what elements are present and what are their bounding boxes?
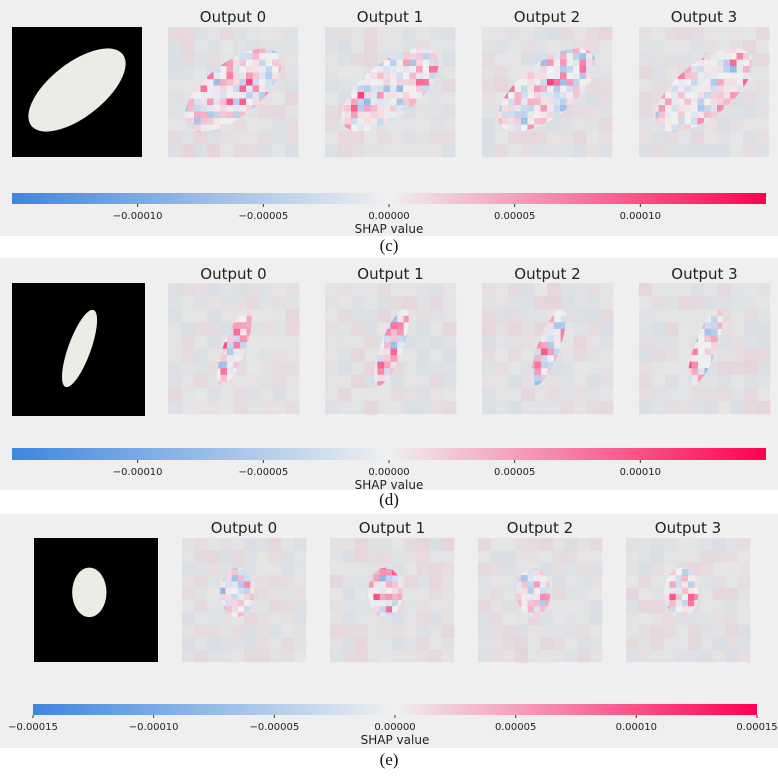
output-title: Output 0 xyxy=(200,265,266,283)
colorbar-gradient xyxy=(33,704,757,715)
input-image xyxy=(12,283,145,416)
output-title: Output 2 xyxy=(507,519,573,537)
colorbar: −0.00015 −0.00010 −0.00005 0.00000 0.00005 0.… xyxy=(8,704,778,747)
colorbar-tick-label: −0.00015 xyxy=(8,722,58,733)
shap-figure-d: Output 0 Output 1 Output 2 Output 3 −0.00010… xyxy=(0,258,778,490)
colorbar-tick-label: 0.00015 xyxy=(736,722,777,733)
rice-grain xyxy=(28,48,126,132)
shap-map-output-0 xyxy=(168,27,299,158)
input-image xyxy=(12,27,142,157)
output-title: Output 0 xyxy=(200,8,266,26)
colorbar-tick-label: −0.00010 xyxy=(129,722,179,733)
colorbar-tick-label: 0.00010 xyxy=(620,467,661,478)
shap-map-output-3 xyxy=(626,538,751,663)
panel-c: Output 0 Output 1 Output 2 Output 3 −0.00010… xyxy=(0,0,778,236)
caption-e: (e) xyxy=(379,750,399,769)
colorbar-tick-label: −0.00005 xyxy=(238,467,288,478)
shap-map-output-1 xyxy=(325,283,457,415)
panel-d: Output 0 Output 1 Output 2 Output 3 −0.00010… xyxy=(0,258,778,490)
caption-d: (d) xyxy=(379,490,399,509)
output-title: Output 3 xyxy=(671,8,737,26)
shap-map-output-2 xyxy=(482,283,614,415)
colorbar-tick-label: 0.00005 xyxy=(495,722,536,733)
shap-map-output-0 xyxy=(182,538,307,663)
shap-figure-c: Output 0 Output 1 Output 2 Output 3 −0.00010… xyxy=(0,0,778,236)
colorbar-tick-label: 0.00010 xyxy=(620,211,661,222)
shap-map-output-2 xyxy=(478,538,603,663)
input-image xyxy=(34,538,158,662)
colorbar-tick-label: −0.00010 xyxy=(113,211,163,222)
colorbar-tick-label: −0.00005 xyxy=(238,211,288,222)
output-title: Output 3 xyxy=(671,265,737,283)
colorbar-tick-label: 0.00000 xyxy=(368,211,409,222)
shap-map-output-3 xyxy=(639,27,770,158)
output-title: Output 1 xyxy=(359,519,425,537)
colorbar-label: SHAP value xyxy=(355,478,424,490)
shap-map-output-1 xyxy=(330,538,455,663)
output-title: Output 0 xyxy=(211,519,277,537)
output-title: Output 2 xyxy=(514,265,580,283)
colorbar-label: SHAP value xyxy=(355,222,424,236)
shap-map-output-2 xyxy=(482,27,613,158)
colorbar-tick-label: 0.00010 xyxy=(616,722,657,733)
colorbar: −0.00010 −0.00005 0.00000 0.00005 0.00010 SHA… xyxy=(12,193,766,236)
panel-e: Output 0 Output 1 Output 2 Output 3 −0.00015… xyxy=(0,514,778,748)
output-title: Output 2 xyxy=(514,8,580,26)
colorbar-tick-label: 0.00000 xyxy=(374,722,415,733)
colorbar-tick-label: 0.00000 xyxy=(368,467,409,478)
colorbar: −0.00010 −0.00005 0.00000 0.00005 0.00010 SHA… xyxy=(12,448,766,490)
colorbar-label: SHAP value xyxy=(361,733,430,747)
colorbar-gradient xyxy=(12,448,766,460)
rice-grain xyxy=(61,309,98,388)
output-title: Output 1 xyxy=(357,265,423,283)
colorbar-tick-label: −0.00010 xyxy=(113,467,163,478)
shap-figure-e: Output 0 Output 1 Output 2 Output 3 −0.00015… xyxy=(0,514,778,748)
colorbar-tick-label: 0.00005 xyxy=(494,211,535,222)
rice-grain xyxy=(72,567,107,618)
output-title: Output 3 xyxy=(655,519,721,537)
shap-map-output-3 xyxy=(639,283,771,415)
caption-c: (c) xyxy=(379,236,399,255)
colorbar-gradient xyxy=(12,193,766,204)
colorbar-tick-label: 0.00005 xyxy=(494,467,535,478)
output-title: Output 1 xyxy=(357,8,423,26)
shap-map-output-0 xyxy=(168,283,300,415)
shap-map-output-1 xyxy=(325,27,456,158)
colorbar-tick-label: −0.00005 xyxy=(249,722,299,733)
